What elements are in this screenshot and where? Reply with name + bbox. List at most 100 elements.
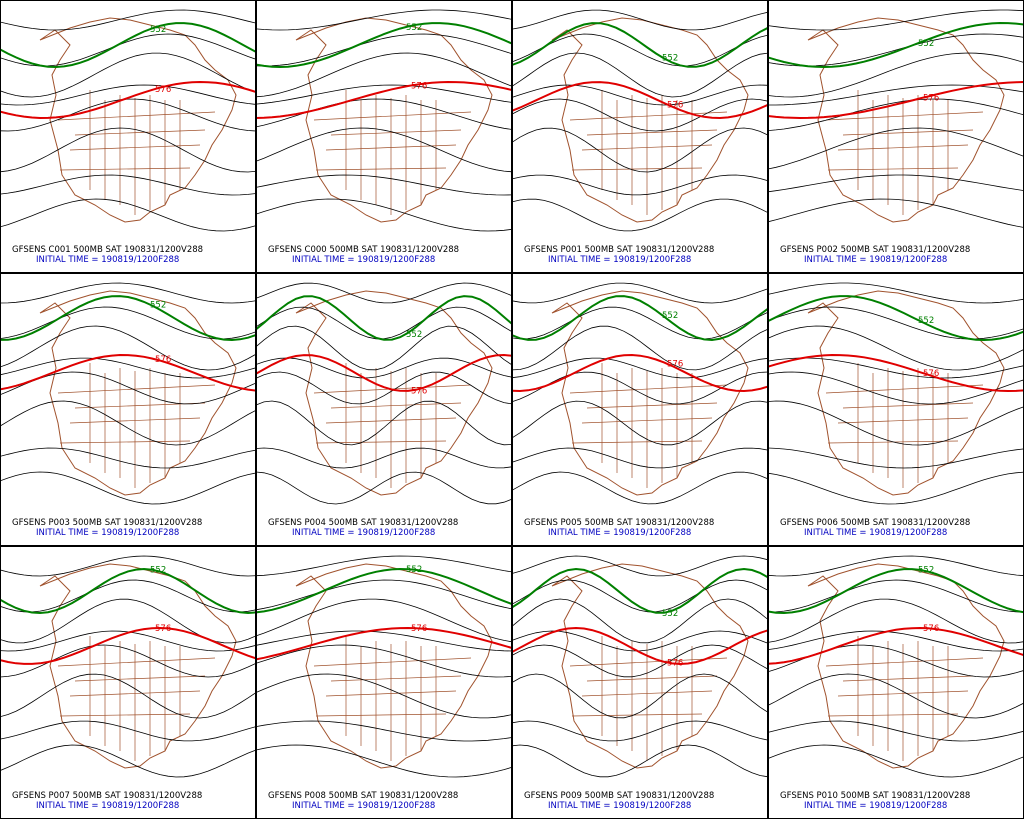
contour-576 xyxy=(511,626,769,666)
height-contour xyxy=(0,471,257,505)
height-contour xyxy=(767,598,1024,644)
contour-576 xyxy=(511,81,769,120)
state-border xyxy=(57,384,216,394)
panel-border xyxy=(512,273,768,546)
height-contour xyxy=(511,579,769,613)
height-contour xyxy=(255,744,513,778)
panel-title: GFSENS P003 500MB SAT 190831/1200V288 xyxy=(12,518,202,528)
state-border xyxy=(57,111,216,121)
map-panel: 552 576 GFSENS P010 500MB SAT 190831/1200V… xyxy=(767,546,1024,819)
state-border xyxy=(57,657,216,667)
height-contour xyxy=(767,325,1024,371)
panel-subtitle: INITIAL TIME = 190819/1200F288 xyxy=(548,528,691,538)
height-contour xyxy=(767,198,1024,228)
contour-label: 552 xyxy=(150,25,166,35)
state-border xyxy=(586,675,718,682)
height-contour xyxy=(0,720,257,742)
height-contour xyxy=(511,33,769,67)
height-contour xyxy=(511,371,769,405)
height-contour xyxy=(0,52,257,98)
height-contour xyxy=(511,471,769,505)
contour-label: 576 xyxy=(411,624,427,634)
height-contour xyxy=(511,744,769,778)
height-contour xyxy=(511,9,769,31)
height-contour xyxy=(0,598,257,644)
contour-576 xyxy=(767,81,1024,120)
contour-label: 576 xyxy=(155,85,171,95)
height-contour xyxy=(255,282,513,304)
height-contour xyxy=(511,306,769,340)
height-contour xyxy=(0,84,257,106)
panel-title: GFSENS P001 500MB SAT 190831/1200V288 xyxy=(524,245,714,255)
height-contour xyxy=(767,720,1024,742)
state-border xyxy=(59,167,191,171)
contour-label: 552 xyxy=(406,330,422,340)
height-contour xyxy=(0,357,257,379)
height-contour xyxy=(511,357,769,379)
panel-subtitle: INITIAL TIME = 190819/1200F288 xyxy=(36,801,179,811)
contour-label: 576 xyxy=(411,387,427,397)
contour-label: 576 xyxy=(155,624,171,634)
height-contour xyxy=(511,127,769,173)
contour-552 xyxy=(767,568,1024,615)
state-border xyxy=(569,384,728,394)
height-contour xyxy=(767,282,1024,304)
contour-552 xyxy=(0,22,257,69)
height-contour xyxy=(255,644,513,678)
state-border xyxy=(825,657,984,667)
contour-label: 576 xyxy=(667,360,683,370)
height-contour xyxy=(767,371,1024,405)
contour-label: 552 xyxy=(918,316,934,326)
coastline xyxy=(551,290,749,496)
height-contour xyxy=(767,630,1024,652)
panel-subtitle: INITIAL TIME = 190819/1200F288 xyxy=(804,528,947,538)
height-contour xyxy=(768,84,1024,106)
height-contour xyxy=(0,644,257,678)
state-border xyxy=(569,111,728,121)
contour-576 xyxy=(511,353,769,393)
coastline xyxy=(295,290,493,496)
height-contour xyxy=(767,174,1024,193)
contour-label: 552 xyxy=(918,566,934,576)
contour-label: 552 xyxy=(918,39,934,49)
state-border xyxy=(827,713,959,717)
height-contour xyxy=(255,630,513,652)
panel-border xyxy=(256,0,512,273)
panel-border xyxy=(512,0,768,273)
height-contour xyxy=(255,400,513,446)
panel-subtitle: INITIAL TIME = 190819/1200F288 xyxy=(548,801,691,811)
panel-title: GFSENS P008 500MB SAT 190831/1200V288 xyxy=(268,791,458,801)
height-contour xyxy=(255,174,513,196)
panel-subtitle: INITIAL TIME = 190819/1200F288 xyxy=(804,801,947,811)
panel-subtitle: INITIAL TIME = 190819/1200F288 xyxy=(292,255,435,265)
coastline xyxy=(807,563,1005,769)
state-border xyxy=(842,402,974,409)
contour-552 xyxy=(255,567,513,614)
height-contour xyxy=(255,579,513,611)
panel-title: GFSENS P004 500MB SAT 190831/1200V288 xyxy=(268,518,458,528)
contour-label: 552 xyxy=(662,311,678,321)
coastline xyxy=(39,563,237,769)
panel-title: GFSENS P006 500MB SAT 190831/1200V288 xyxy=(780,518,970,528)
state-border xyxy=(571,440,703,444)
height-contour xyxy=(255,720,513,742)
panel-title: GFSENS C000 500MB SAT 190831/1200V288 xyxy=(268,245,459,255)
contour-label: 576 xyxy=(155,355,171,365)
contour-552 xyxy=(255,22,513,69)
height-contour xyxy=(511,84,769,106)
height-contour xyxy=(511,555,769,577)
height-contour xyxy=(767,98,1024,131)
panel-title: GFSENS C001 500MB SAT 190831/1200V288 xyxy=(12,245,203,255)
state-border xyxy=(330,402,462,409)
panel-border xyxy=(0,273,256,546)
contour-label: 552 xyxy=(150,301,166,311)
height-contour xyxy=(255,598,513,643)
map-panel: 552 576 GFSENS P002 500MB SAT 190831/1200V… xyxy=(767,0,1024,273)
height-contour xyxy=(255,357,513,379)
height-contour xyxy=(255,198,513,232)
coastline xyxy=(807,290,1005,496)
panel-border xyxy=(256,273,512,546)
contour-552 xyxy=(767,21,1024,69)
panel-subtitle: INITIAL TIME = 190819/1200F288 xyxy=(36,528,179,538)
